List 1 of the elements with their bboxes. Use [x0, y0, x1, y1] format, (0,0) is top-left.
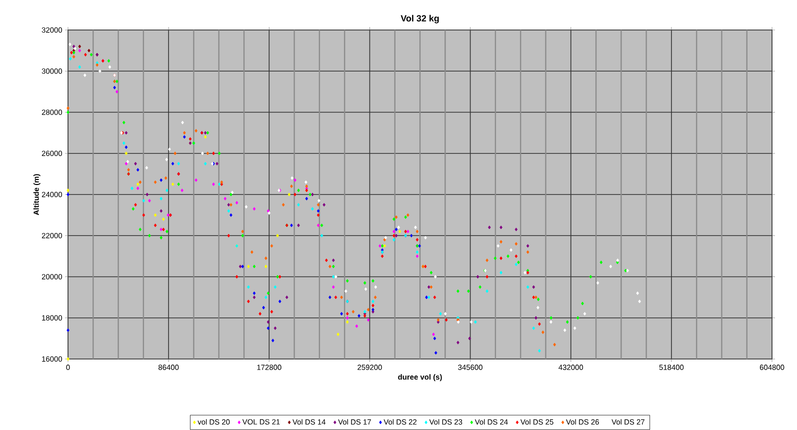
chart-title: Vol 32 kg [400, 14, 439, 24]
